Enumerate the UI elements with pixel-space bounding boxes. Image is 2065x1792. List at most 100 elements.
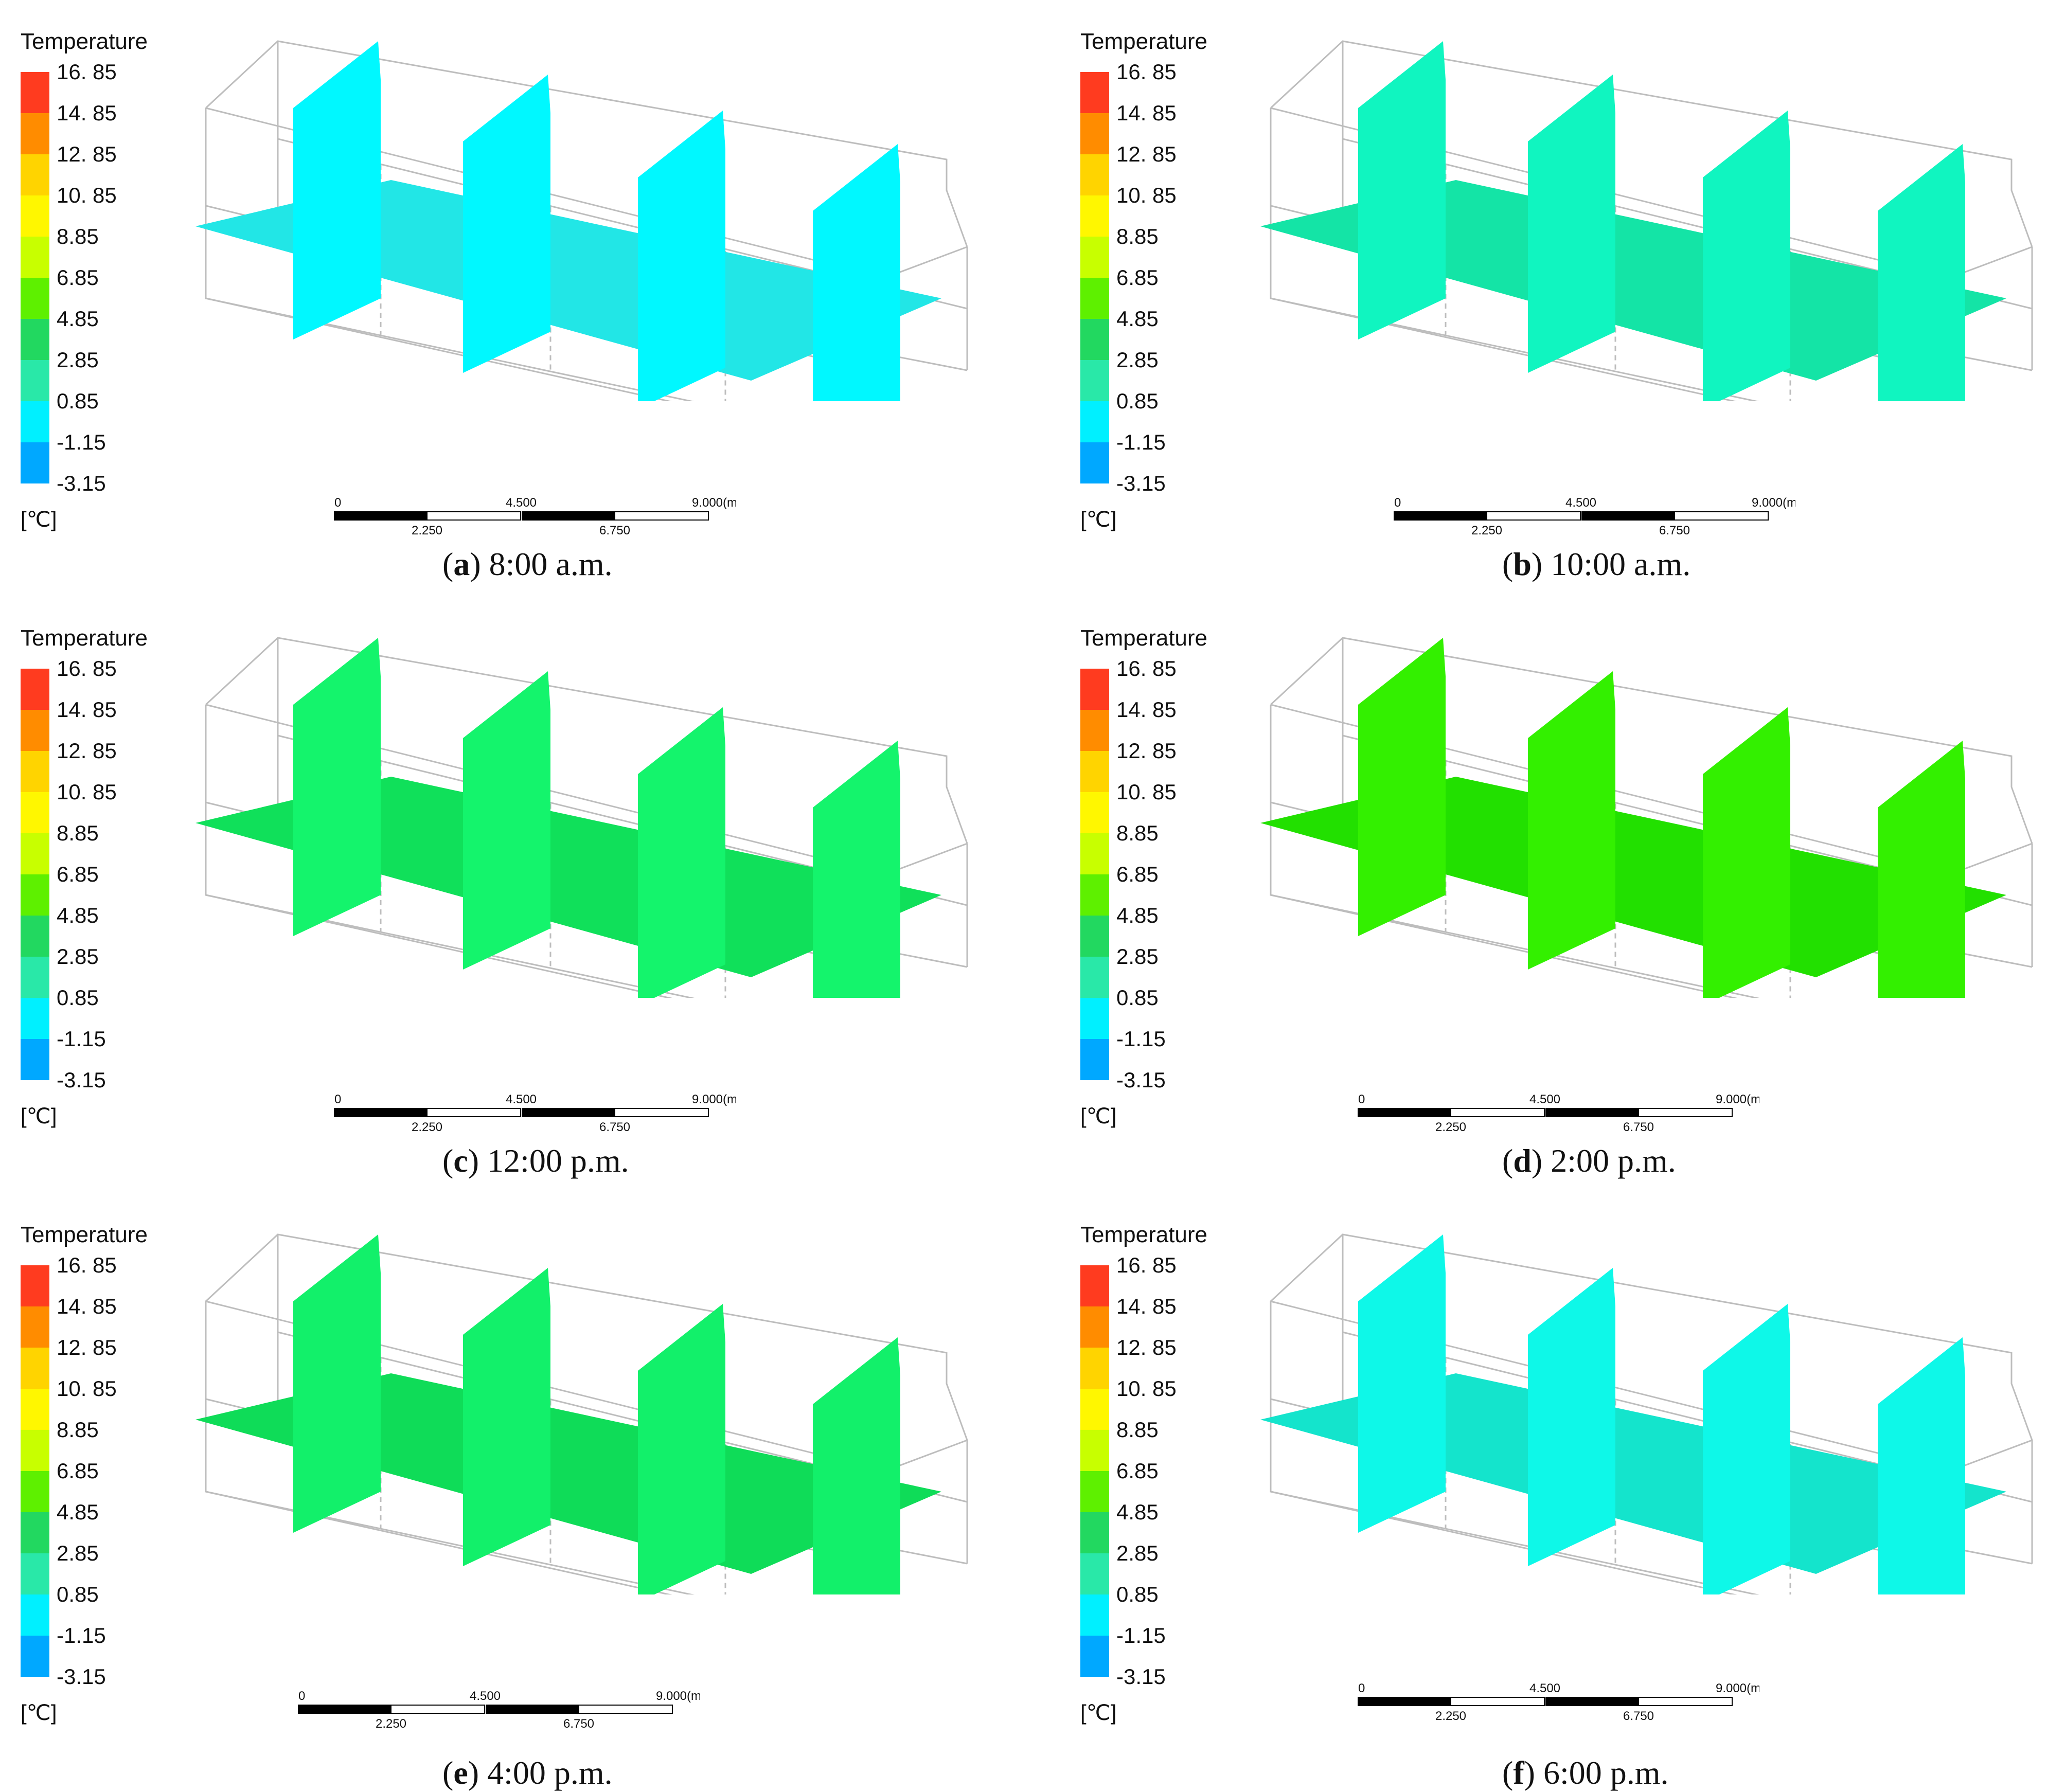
panel-caption: (e) 4:00 p.m. [442, 1754, 613, 1791]
scale-tick-label: 9.000 [1752, 496, 1783, 510]
panel-a: Temperature 16. 85 14. 85 12. 85 10. 85 8.85 6… [0, 0, 1032, 597]
legend-swatch [21, 998, 49, 1039]
scale-bar: 0 4.500 9.000(m) 2.250 6.750 [334, 496, 736, 537]
legend-swatch [1080, 72, 1109, 113]
legend-tick-label: 8.85 [57, 224, 99, 248]
vertical-section-plane [463, 75, 550, 373]
scale-unit: (m) [687, 1689, 700, 1703]
legend-tick-label: 12. 85 [57, 1335, 117, 1359]
legend-unit: [℃] [21, 1700, 57, 1725]
legend-tick-label: 12. 85 [1116, 142, 1177, 166]
scale-bar-segment [1581, 511, 1676, 521]
panel-caption: (c) 12:00 p.m. [442, 1142, 629, 1179]
legend-tick-label: 14. 85 [57, 697, 117, 722]
legend-swatch [1080, 319, 1109, 360]
vertical-section-plane [1703, 707, 1790, 998]
legend-unit: [℃] [21, 1104, 57, 1128]
legend-tick-label: 14. 85 [1116, 1294, 1177, 1318]
legend-unit: [℃] [1080, 507, 1117, 531]
legend-tick-label: 10. 85 [57, 780, 117, 804]
legend-swatch [21, 833, 49, 874]
legend-title: Temperature [21, 1222, 148, 1247]
scale-bar-segment [1394, 511, 1488, 521]
vertical-section-plane [1703, 1304, 1790, 1594]
legend-swatch [1080, 401, 1109, 442]
legend-swatch [21, 237, 49, 278]
vertical-section-plane [293, 638, 381, 936]
legend-tick-label: 14. 85 [57, 101, 117, 125]
legend-tick-label: 0.85 [1116, 389, 1159, 413]
legend-swatch [21, 319, 49, 360]
scale-bar-segment [1545, 1108, 1640, 1117]
scale-unit: (m) [723, 496, 736, 510]
scale-tick-label: 4.500 [506, 1092, 537, 1106]
horizontal-section-plane [195, 777, 941, 977]
temperature-scene [1260, 40, 2033, 401]
legend-tick-label: -1.15 [1116, 430, 1166, 454]
legend-tick-label: 10. 85 [1116, 1376, 1177, 1401]
legend-tick-label: 2.85 [1116, 1541, 1159, 1565]
legend-swatch [1080, 833, 1109, 874]
panel-b: Temperature 16. 85 14. 85 12. 85 10. 85 8.85 6… [1060, 0, 2065, 597]
horizontal-section-plane [1260, 180, 2006, 381]
vertical-section-plane [463, 671, 550, 970]
legend-tick-label: 10. 85 [57, 1376, 117, 1401]
scale-bar-segment [1358, 1108, 1452, 1117]
vertical-section-plane [638, 707, 725, 998]
legend-tick-label: 10. 85 [57, 183, 117, 207]
panel-e: Temperature 16. 85 14. 85 12. 85 10. 85 8.85 6… [0, 1193, 1032, 1791]
scale-bar: 0 4.500 9.000(m) 2.250 6.750 [298, 1689, 700, 1731]
scale-bar-segment [522, 511, 616, 521]
legend-swatch [1080, 442, 1109, 483]
vertical-section-plane [293, 1234, 381, 1533]
panel-caption: (f) 6:00 p.m. [1502, 1754, 1669, 1791]
legend-swatch [1080, 1306, 1109, 1348]
scale-tick-label: 2.250 [412, 1120, 442, 1134]
scale-tick-label: 0 [1394, 496, 1401, 510]
scale-bar-segment [334, 511, 429, 521]
legend-tick-label: 8.85 [57, 1418, 99, 1442]
scale-bar-segment [1638, 1697, 1733, 1706]
legend-swatch [21, 401, 49, 442]
legend-swatch [1080, 237, 1109, 278]
legend-swatch [1080, 360, 1109, 401]
vertical-section-plane [813, 1337, 900, 1594]
legend-swatch [1080, 1389, 1109, 1430]
legend-tick-label: 0.85 [57, 1582, 99, 1606]
scale-tick-label: 9.000 [692, 496, 723, 510]
panel-caption: (b) 10:00 a.m. [1502, 546, 1691, 582]
scale-bar-segment [486, 1705, 580, 1714]
scale-bar: 0 4.500 9.000(m) 2.250 6.750 [1358, 1681, 1759, 1723]
scale-bar-segment [1638, 1108, 1733, 1117]
horizontal-section-plane [195, 180, 941, 381]
vertical-section-plane [1703, 111, 1790, 401]
legend-tick-label: 8.85 [1116, 1418, 1159, 1442]
legend-swatch [21, 154, 49, 195]
vertical-section-plane [1878, 741, 1965, 998]
legend-swatch [21, 1471, 49, 1512]
legend-swatch [1080, 1430, 1109, 1471]
legend-tick-label: -1.15 [57, 430, 106, 454]
horizontal-section-plane [1260, 777, 2006, 977]
scale-tick-label: 6.750 [1623, 1709, 1654, 1723]
scale-tick-label: 2.250 [1471, 524, 1502, 537]
legend-swatch [1080, 278, 1109, 319]
scale-bar-segment [1486, 511, 1581, 521]
legend-swatch [1080, 1553, 1109, 1594]
vertical-section-plane [1528, 671, 1615, 970]
legend-tick-label: 4.85 [1116, 903, 1159, 927]
legend-title: Temperature [21, 29, 148, 54]
scale-bar-segment [1358, 1697, 1452, 1706]
legend-tick-label: 12. 85 [1116, 1335, 1177, 1359]
scale-tick-label: 6.750 [599, 524, 630, 537]
scale-bar-segment [426, 1108, 521, 1117]
legend-swatch [1080, 154, 1109, 195]
scale-unit: (m) [1747, 1092, 1759, 1106]
vertical-section-plane [1878, 1337, 1965, 1594]
scale-tick-label: 9.000 [1716, 1092, 1747, 1106]
legend-tick-label: -3.15 [57, 471, 106, 495]
legend-swatch [1080, 1636, 1109, 1677]
scale-bar-segment [1545, 1697, 1640, 1706]
horizontal-section-plane [195, 1373, 941, 1574]
vertical-section-plane [1528, 1268, 1615, 1566]
